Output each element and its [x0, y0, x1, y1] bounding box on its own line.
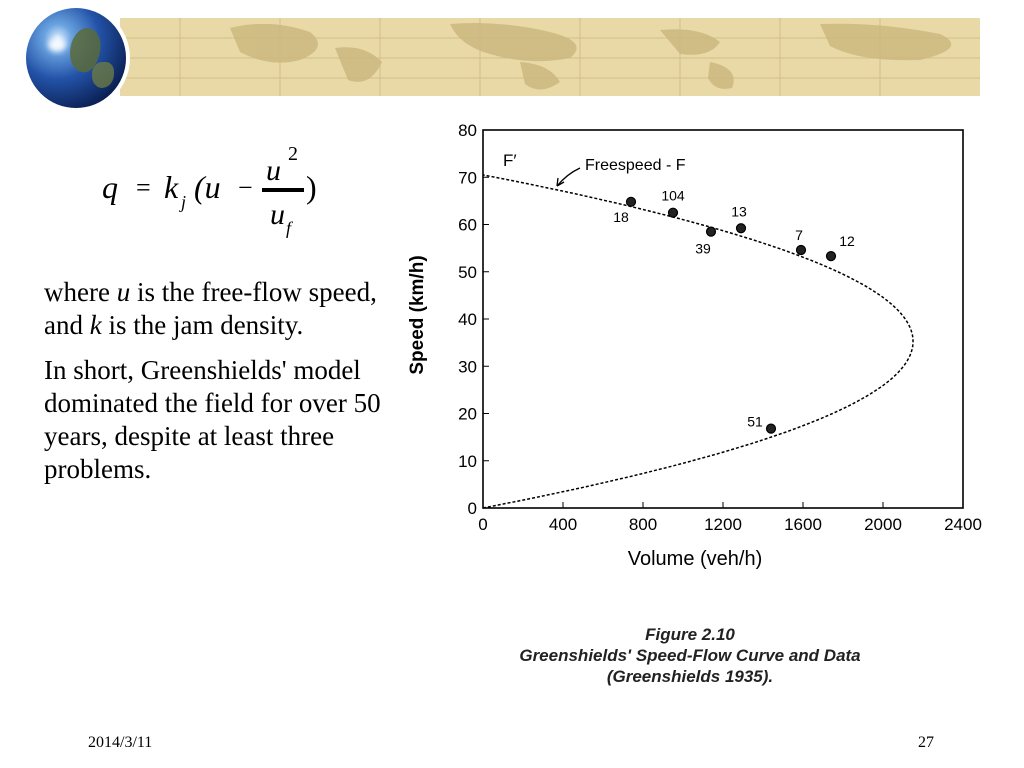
data-point — [667, 207, 679, 218]
formula-minus: − — [238, 173, 253, 202]
data-point-label: 13 — [731, 203, 747, 219]
x-tick-label: 2000 — [864, 515, 902, 534]
data-point-label: 12 — [839, 233, 855, 249]
x-tick-label: 400 — [549, 515, 577, 534]
definition-paragraph: where u is the free-flow speed, and k is… — [44, 277, 377, 340]
summary-paragraph: In short, Greenshields' model dominated … — [44, 355, 381, 484]
data-point — [765, 423, 777, 434]
y-tick-label: 0 — [468, 499, 477, 518]
formula-denominator: u — [270, 198, 285, 231]
data-point — [705, 226, 717, 237]
header-banner — [120, 18, 980, 96]
x-tick-label: 2400 — [944, 515, 982, 534]
freespeed-arrowhead — [556, 177, 565, 187]
formula-k-subscript: j — [179, 192, 186, 212]
x-axis-label: Volume (veh/h) — [628, 548, 763, 570]
y-tick-label: 10 — [458, 452, 477, 471]
formula-equals: = — [136, 173, 151, 202]
y-tick-label: 40 — [458, 310, 477, 329]
formula-numerator: u — [266, 154, 281, 187]
caption-title: Greenshields' Speed-Flow Curve and Data — [519, 646, 861, 665]
data-point-label: 7 — [795, 227, 803, 243]
y-tick-label: 50 — [458, 263, 477, 282]
globe-logo — [26, 8, 126, 108]
y-tick-label: 20 — [458, 405, 477, 424]
freespeed-annotation: Freespeed - F — [585, 157, 686, 174]
formula-denominator-subscript: f — [286, 218, 294, 238]
data-point — [795, 244, 807, 256]
caption-figure-number: Figure 2.10 — [645, 625, 735, 644]
f-prime-annotation: F′ — [503, 151, 517, 170]
figure-caption: Figure 2.10 Greenshields' Speed-Flow Cur… — [480, 624, 900, 687]
data-point-label: 51 — [747, 414, 763, 430]
greenshields-formula: q = k j (u − u 2 u f ) — [102, 143, 317, 238]
greenshields-curve — [482, 174, 914, 509]
x-tick-label: 1200 — [704, 515, 742, 534]
y-tick-label: 70 — [458, 168, 477, 187]
x-tick-label: 1600 — [784, 515, 822, 534]
formula-open: (u — [194, 169, 221, 205]
y-axis-label: Speed (km/h) — [407, 255, 428, 374]
footer-date: 2014/3/11 — [88, 734, 153, 751]
freespeed-arrow — [556, 167, 581, 187]
body-text: where u is the free-flow speed, and k is… — [44, 276, 384, 498]
y-tick-label: 60 — [458, 216, 477, 235]
formula-numerator-superscript: 2 — [288, 143, 298, 165]
caption-source: (Greenshields 1935). — [606, 667, 774, 686]
formula-close: ) — [306, 169, 317, 205]
data-point — [625, 196, 637, 207]
data-point-label: 39 — [695, 241, 711, 257]
page-number: 27 — [918, 734, 934, 751]
world-map-decoration — [120, 18, 980, 96]
y-tick-label: 30 — [458, 357, 477, 376]
data-point-label: 18 — [613, 209, 629, 225]
data-point-label: 104 — [661, 188, 685, 204]
formula-q: q — [102, 169, 118, 205]
data-point — [825, 251, 837, 262]
x-tick-label: 800 — [629, 515, 657, 534]
plot-area-frame — [482, 129, 964, 509]
formula-k: k — [164, 169, 179, 205]
data-point — [735, 223, 747, 234]
y-tick-label: 80 — [458, 121, 477, 140]
x-tick-label: 0 — [478, 515, 487, 534]
